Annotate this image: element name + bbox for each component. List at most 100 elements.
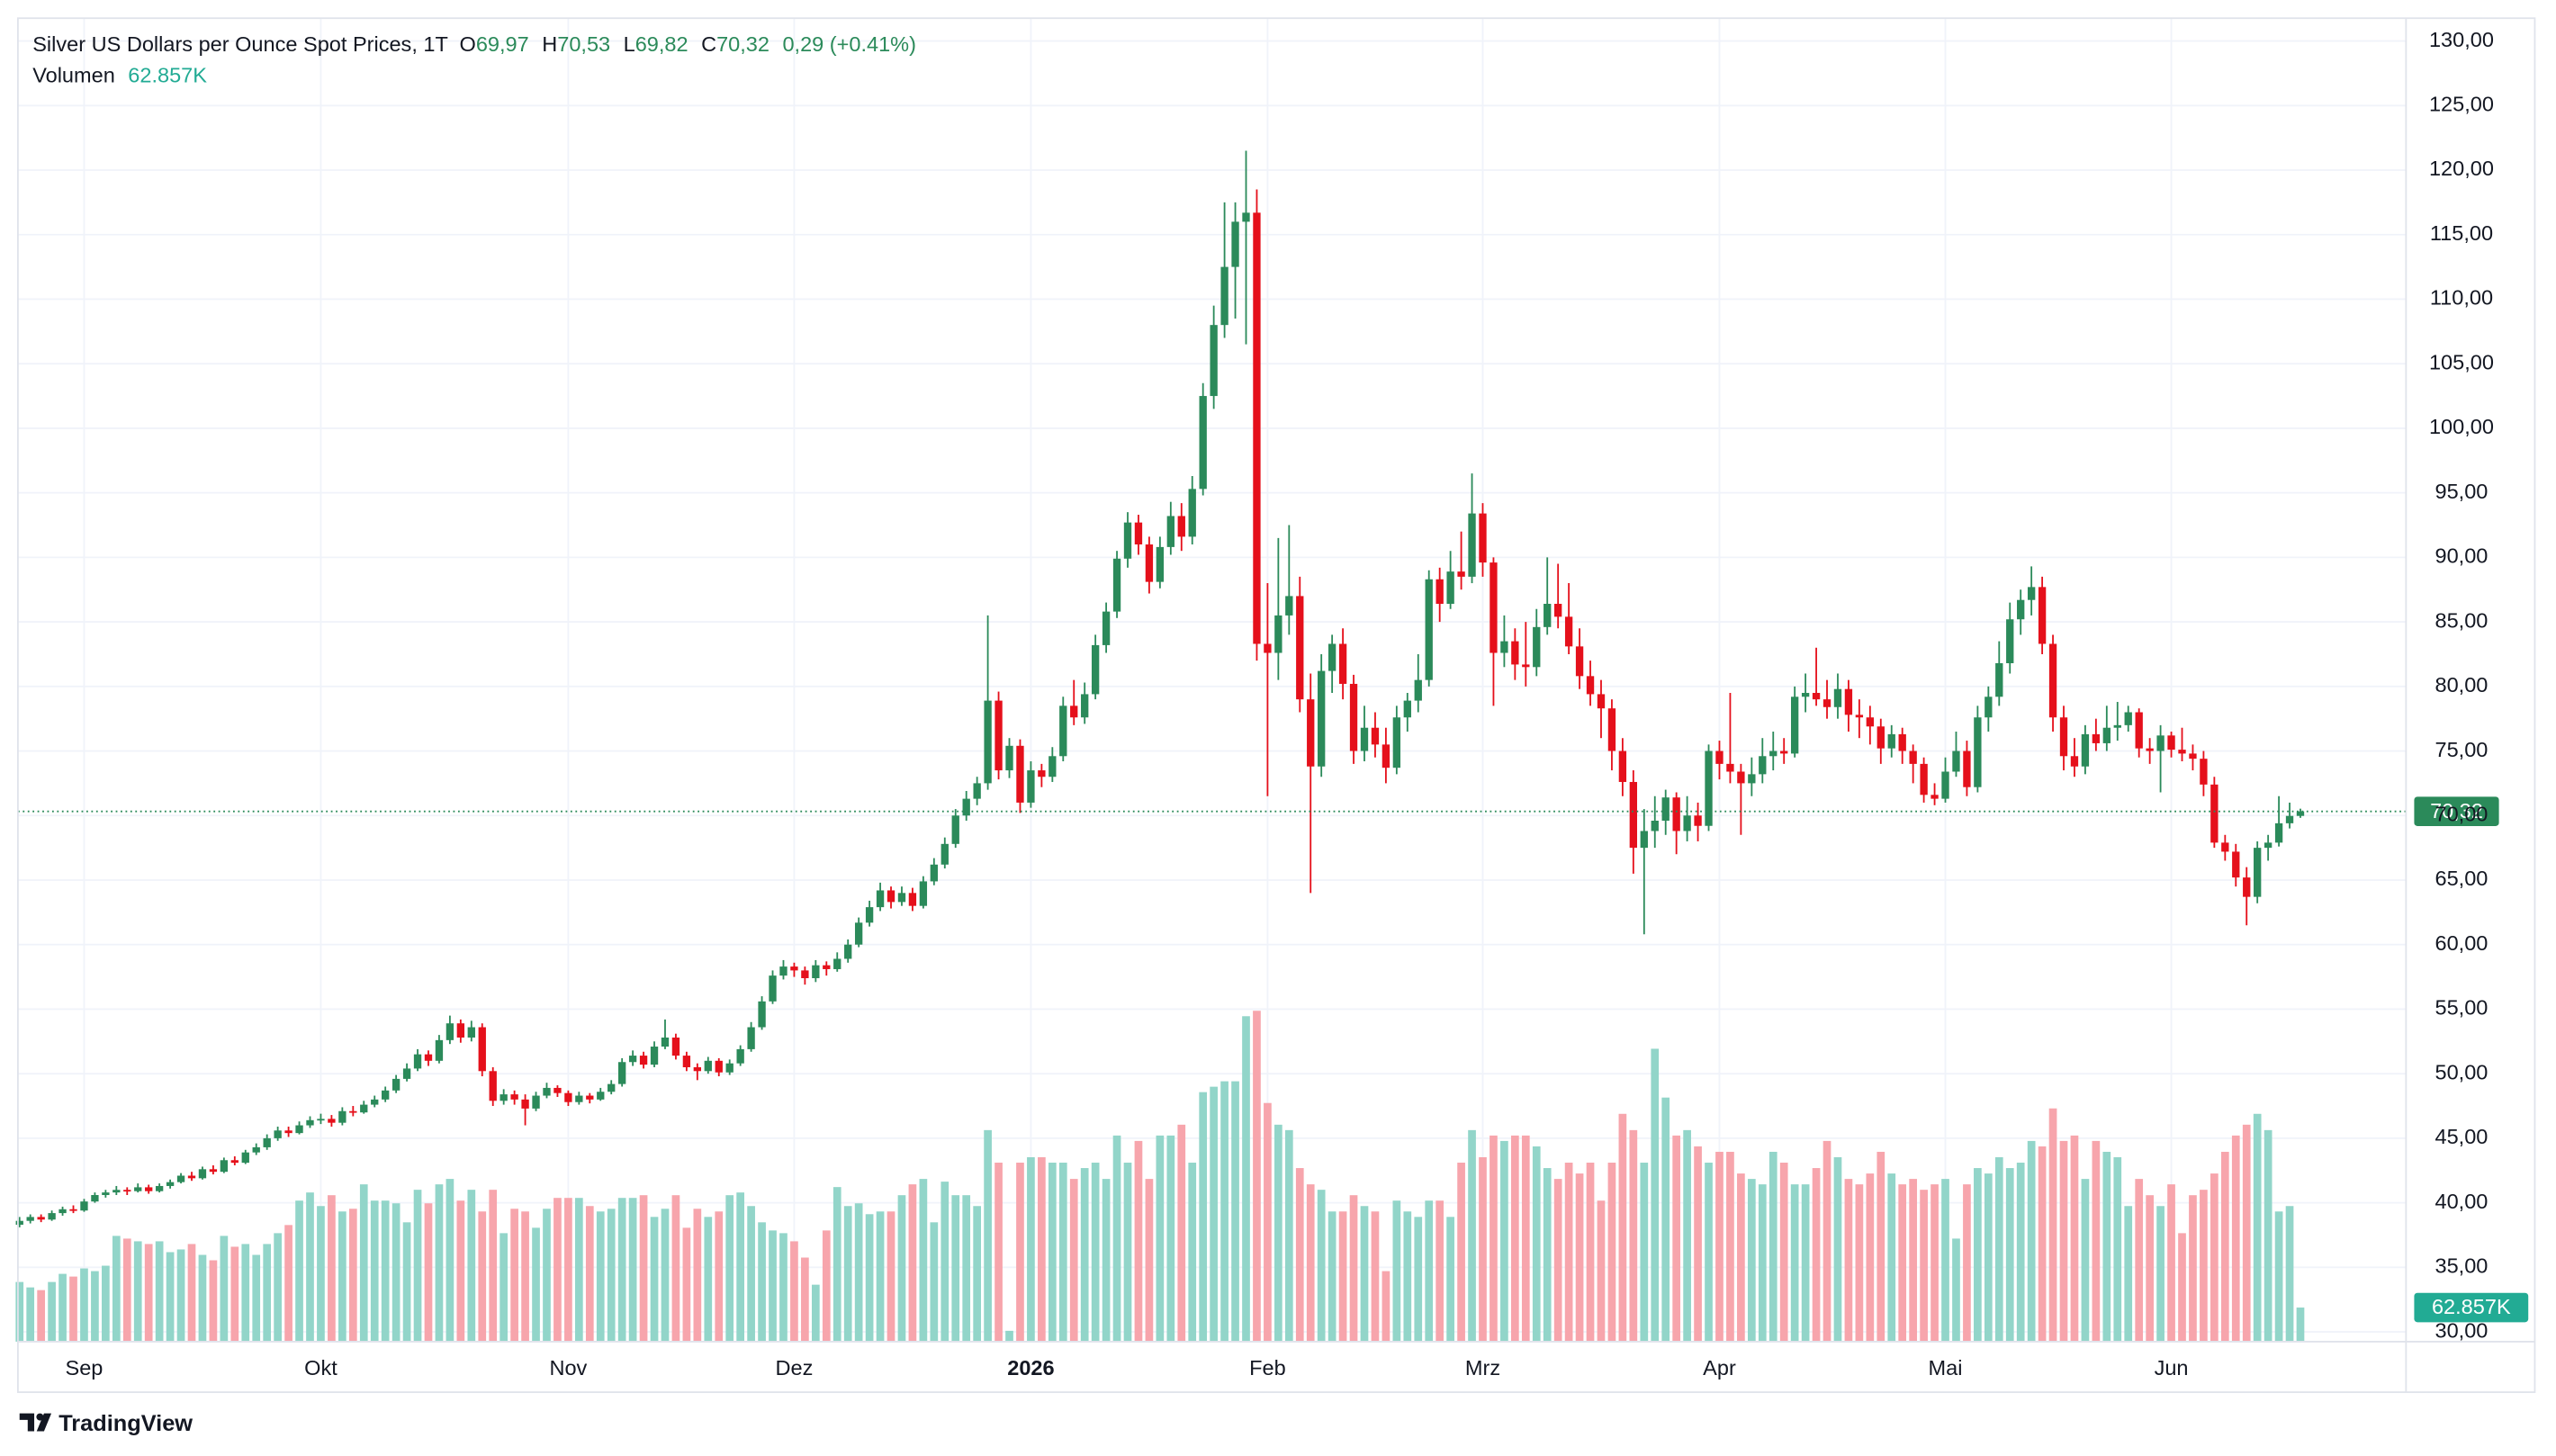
volume-bar (1661, 1097, 1670, 1342)
candle-body (413, 1054, 422, 1069)
brand-name: TradingView (58, 1411, 193, 1436)
volume-bar (252, 1254, 261, 1342)
y-tick-label: 100,00 (2429, 415, 2494, 438)
candle-body (1748, 774, 1756, 784)
candle-body (456, 1023, 465, 1038)
legend-value: 69,82 (635, 32, 688, 56)
volume-bar (2038, 1146, 2047, 1342)
y-tick-label: 80,00 (2435, 673, 2488, 697)
candle-body (2124, 712, 2132, 725)
candle-body (58, 1209, 67, 1214)
candle-body (1855, 715, 1864, 718)
volume-bar (1726, 1151, 1734, 1342)
candle-body (1694, 815, 1702, 826)
y-tick-label: 45,00 (2435, 1125, 2488, 1148)
candle-body (1081, 694, 1089, 718)
volume-bar (1027, 1156, 1035, 1342)
candle-body (940, 843, 949, 865)
volume-bar (617, 1198, 626, 1342)
candle-body (1038, 770, 1046, 777)
volume-bar (639, 1195, 648, 1342)
volume-bar (1747, 1179, 1756, 1342)
volume-bar (1242, 1016, 1250, 1342)
volume-bar (854, 1203, 863, 1342)
volume-bar (1984, 1173, 1993, 1342)
candle-body (1780, 750, 1788, 754)
candle-body (1231, 221, 1239, 267)
candle-body (500, 1094, 508, 1101)
volume-bar (747, 1206, 755, 1342)
x-tick-label: Jun (2155, 1356, 2189, 1380)
candle-body (467, 1027, 475, 1038)
candle-body (886, 890, 896, 903)
volume-bar (521, 1211, 529, 1342)
candle-body (306, 1119, 314, 1126)
x-tick-label: Nov (549, 1356, 587, 1380)
candle-body (2264, 842, 2272, 849)
candle-body (1500, 641, 1508, 653)
volume-bar (973, 1206, 981, 1342)
volume-bar (1758, 1184, 1767, 1342)
volume-bar (650, 1217, 659, 1342)
volume-bar (2296, 1308, 2305, 1342)
candle-body (1403, 700, 1411, 718)
volume-bar (122, 1238, 131, 1342)
volume-bar (1500, 1140, 1508, 1342)
candle-body (597, 1092, 605, 1100)
candle-body (1307, 699, 1315, 767)
volume-bar (1521, 1135, 1530, 1342)
volume-bar (1091, 1163, 1100, 1342)
volume-bar (2274, 1211, 2283, 1342)
volume-bar (1479, 1156, 1487, 1342)
candle-body (854, 922, 863, 945)
volume-bar (1295, 1168, 1304, 1342)
volume-bar (671, 1195, 680, 1342)
candle-body (252, 1146, 260, 1153)
volume-bar (274, 1233, 282, 1342)
volume-bar (1672, 1135, 1681, 1342)
volume-bar (220, 1236, 229, 1342)
volume-bar (1629, 1129, 1638, 1342)
candle-body (360, 1104, 368, 1113)
branding: TradingView (19, 1411, 193, 1436)
volume-bar (1543, 1168, 1552, 1342)
candle-body (1597, 694, 1606, 709)
y-tick-label: 55,00 (2435, 996, 2488, 1020)
candle-body (790, 966, 798, 971)
volume-bar (478, 1211, 487, 1342)
volume-bar (1941, 1179, 1949, 1342)
candle-body (134, 1187, 142, 1191)
volume-bar (1349, 1195, 1358, 1342)
volume-bar (2135, 1179, 2144, 1342)
candle-body (897, 893, 906, 903)
volume-bar (1737, 1173, 1745, 1342)
y-tick-label: 75,00 (2435, 738, 2488, 761)
candle-body (2038, 587, 2047, 644)
candle-body (2081, 733, 2090, 767)
volume-bar (2081, 1179, 2090, 1342)
volume-bar (801, 1257, 809, 1342)
candle-body (2189, 753, 2197, 759)
legend-change: 0,29 (+0.41%) (782, 32, 915, 56)
candle-body (2092, 733, 2101, 743)
candle-body (1436, 579, 1444, 605)
y-tick-label: 105,00 (2429, 350, 2494, 373)
candle-body (1318, 670, 1326, 767)
volume-bar (564, 1198, 572, 1342)
candle-body (1392, 717, 1401, 768)
volume-bar (1768, 1151, 1778, 1342)
candle-body (1360, 727, 1369, 751)
candle-body (112, 1190, 121, 1193)
candle-body (617, 1062, 626, 1084)
volume-bar (769, 1230, 777, 1342)
volume-bar (962, 1195, 971, 1342)
candle-body (220, 1160, 229, 1173)
volume-bar (1306, 1184, 1315, 1342)
candle-body (1715, 750, 1724, 764)
y-tick-label: 40,00 (2435, 1190, 2488, 1213)
candle-body (2254, 848, 2262, 897)
volume-bar (1597, 1200, 1606, 1342)
volume-bar (661, 1209, 670, 1342)
candle-body (1759, 756, 1767, 775)
candle-body (693, 1066, 702, 1072)
